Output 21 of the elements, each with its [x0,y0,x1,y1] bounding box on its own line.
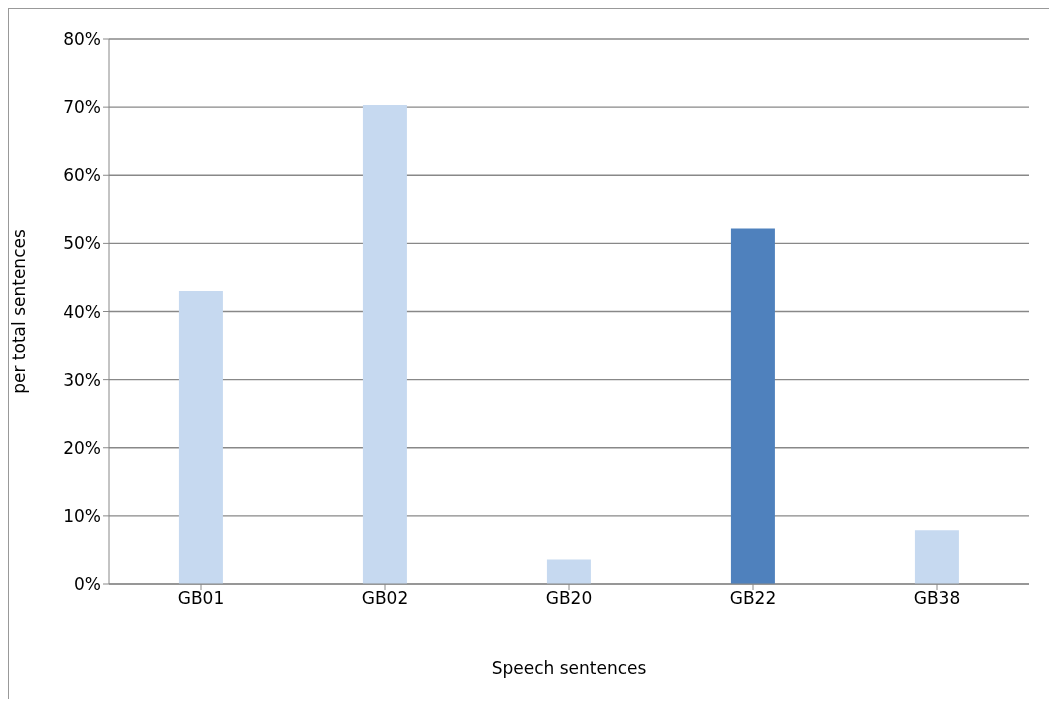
y-tick-label: 40% [63,301,101,322]
bar [730,228,775,584]
bar [362,105,407,584]
y-tick-label: 50% [63,233,101,254]
x-tick-label: GB20 [545,588,593,609]
y-tick-label: 60% [63,165,101,186]
y-axis-title: per total sentences [9,229,30,394]
x-tick-label: GB01 [177,588,225,609]
x-tick-label: GB38 [913,588,961,609]
x-tick-label: GB02 [361,588,409,609]
bar [178,291,223,584]
y-tick-label: 20% [63,437,101,458]
x-tick-label: GB22 [729,588,777,609]
bar [914,530,959,584]
y-tick-label: 30% [63,369,101,390]
y-tick-label: 0% [74,574,101,595]
y-tick-label: 10% [63,505,101,526]
bar [546,559,591,584]
y-tick-label: 70% [63,97,101,118]
y-tick-label: 80% [63,29,101,50]
x-axis-title: Speech sentences [491,658,647,678]
